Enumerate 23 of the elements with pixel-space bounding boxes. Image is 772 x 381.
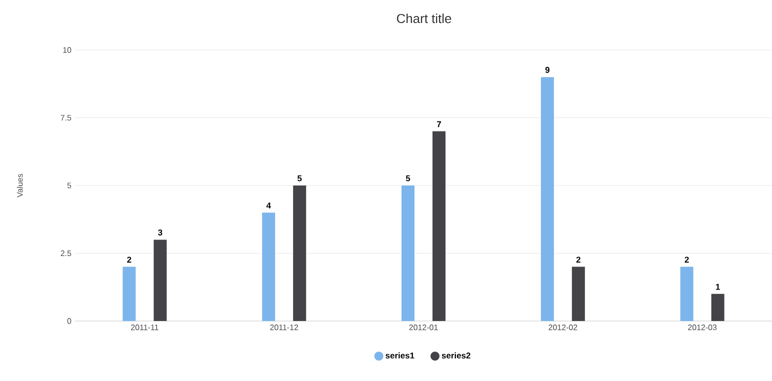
bar — [680, 266, 694, 321]
legend-label: series1 — [386, 352, 414, 358]
bar — [262, 212, 276, 321]
data-label: 7 — [437, 121, 441, 128]
bar — [711, 294, 724, 321]
data-label: 2 — [127, 256, 132, 263]
bar — [540, 77, 554, 321]
bar — [122, 266, 136, 321]
bar — [432, 131, 446, 321]
data-label: 2 — [684, 256, 689, 263]
bar — [402, 186, 414, 321]
data-label: 3 — [158, 230, 162, 236]
data-label: 5 — [406, 175, 410, 182]
data-label: 4 — [266, 202, 271, 208]
bar — [572, 266, 585, 321]
data-label: 9 — [545, 66, 550, 73]
data-label: 5 — [298, 175, 302, 182]
bar — [154, 240, 167, 321]
chart-title: Chart title — [396, 14, 452, 24]
bar — [293, 186, 306, 321]
data-label: 2 — [576, 256, 580, 263]
data-label: 1 — [716, 284, 720, 290]
legend-label: series2 — [442, 352, 470, 358]
